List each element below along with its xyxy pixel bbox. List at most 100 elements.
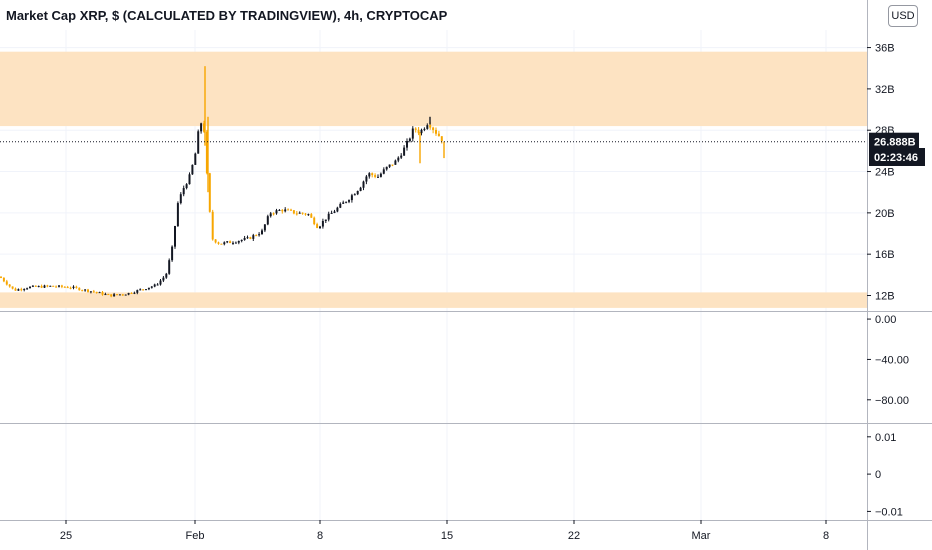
candle-body: [290, 209, 292, 211]
candle-body: [116, 294, 118, 296]
pane3-y-tick-label: −0.01: [875, 506, 903, 518]
candle-body: [124, 294, 127, 296]
candle-body: [406, 141, 408, 148]
candle-body: [295, 213, 298, 215]
candle-body: [147, 287, 150, 290]
pane2-y-tick-label: 0.00: [875, 314, 896, 326]
candle-body: [382, 169, 385, 174]
candle-body: [313, 217, 316, 225]
candle-body: [52, 285, 55, 287]
candle-body: [14, 288, 17, 291]
candle-body: [194, 153, 197, 165]
candle-body: [165, 273, 168, 278]
candle-body: [171, 246, 174, 261]
x-tick-label: 8: [823, 530, 829, 542]
candle-body: [208, 173, 211, 212]
candle-body: [423, 128, 426, 130]
candle-body: [394, 160, 397, 165]
candle-body: [89, 291, 92, 293]
candle-body: [66, 287, 69, 289]
candle-body: [162, 277, 165, 281]
candle-body: [319, 226, 321, 228]
chart-title: Market Cap XRP, $ (CALCULATED BY TRADING…: [6, 8, 448, 23]
candle-body: [301, 212, 304, 214]
pane2-y-tick-label: −80.00: [875, 395, 909, 407]
candle-body: [17, 289, 20, 291]
candle-body: [255, 235, 258, 237]
candle-body: [159, 280, 162, 285]
candle-body: [145, 289, 147, 291]
candle-body: [327, 213, 330, 220]
candle-body: [0, 276, 2, 278]
candle-body: [72, 286, 75, 288]
candle-body: [275, 210, 278, 214]
candle-body: [350, 195, 353, 201]
candle-body: [220, 243, 223, 245]
candle-body: [292, 210, 295, 214]
candle-body: [130, 292, 133, 294]
candle-body: [440, 136, 443, 141]
y-tick-label: 24B: [875, 167, 895, 179]
candle-body: [127, 292, 130, 295]
candle-body: [261, 230, 263, 235]
y-tick-label: 12B: [875, 291, 895, 303]
candle-body: [429, 125, 432, 128]
candle-body: [95, 291, 98, 293]
candle-body: [31, 285, 34, 287]
candle-body: [179, 194, 182, 204]
candle-body: [408, 138, 411, 142]
candle-body: [400, 155, 403, 158]
last-price-tag: 26.888B 02:23:46: [869, 132, 925, 166]
candle-body: [266, 216, 269, 225]
candle-body: [437, 133, 440, 137]
candle-body: [353, 194, 356, 196]
x-tick-label: 25: [60, 530, 72, 542]
candle-body: [81, 290, 84, 292]
candle-body: [2, 277, 5, 282]
candle-body: [26, 288, 29, 290]
candle-body: [200, 123, 203, 132]
candle-body: [40, 286, 43, 288]
candle-body: [156, 284, 159, 286]
candle-body: [8, 284, 11, 287]
candle-body: [205, 131, 208, 174]
candle-body: [174, 225, 176, 247]
x-tick-label: Feb: [186, 530, 205, 542]
candle-body: [435, 129, 437, 134]
candle-body: [5, 281, 8, 285]
pane3-y-tick-label: 0: [875, 469, 881, 481]
candle-body: [281, 209, 284, 212]
candle-body: [385, 166, 388, 170]
candle-body: [368, 173, 371, 177]
candle-body: [203, 123, 205, 132]
candle-body: [118, 294, 121, 296]
candle-body: [110, 294, 113, 297]
candle-body: [272, 213, 275, 215]
candle-body: [191, 164, 194, 175]
candle-body: [60, 285, 63, 287]
candle-body: [333, 211, 336, 213]
candle-body: [211, 211, 214, 240]
time-axis[interactable]: 25 Feb 8 15 22 Mar 8: [60, 520, 829, 542]
candle-body: [23, 289, 26, 291]
candle-body: [324, 219, 327, 221]
candle-body: [243, 238, 246, 240]
candle-body: [321, 220, 324, 227]
candle-body: [263, 224, 266, 231]
candle-body: [150, 286, 153, 288]
candle-body: [371, 173, 374, 176]
candle-body: [139, 289, 142, 291]
price-axis[interactable]: 36B32B28B24B20B16B12B0.00−40.00−80.000.0…: [867, 43, 909, 519]
candle-body: [113, 294, 116, 297]
candle-body: [287, 209, 290, 211]
candle-body: [432, 127, 435, 130]
candle-body: [420, 129, 423, 134]
candle-body: [240, 239, 243, 241]
candle-body: [185, 184, 188, 189]
candle-body: [37, 286, 40, 288]
currency-button[interactable]: USD: [888, 5, 918, 27]
candle-body: [403, 147, 406, 156]
candle-body: [121, 294, 124, 296]
candle-body: [142, 289, 145, 291]
